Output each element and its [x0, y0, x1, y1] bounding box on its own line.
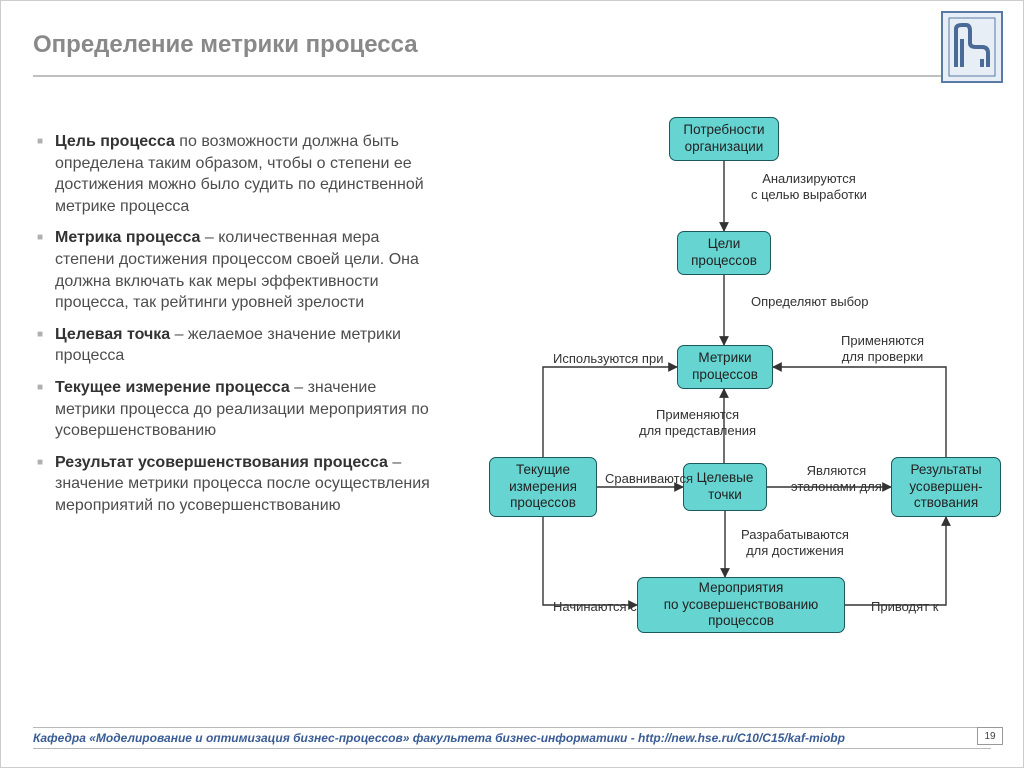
edge-label: Используются при: [553, 351, 663, 367]
edge-label: Применяютсядля проверки: [841, 333, 924, 366]
page-number: 19: [977, 727, 1003, 745]
bullet-item: Результат усовершенствования процесса – …: [37, 452, 437, 517]
flowchart-node: Текущиеизмеренияпроцессов: [489, 457, 597, 517]
edge-label: Сравниваются: [605, 471, 693, 487]
edge-label: Разрабатываютсядля достижения: [741, 527, 849, 560]
page-title: Определение метрики процесса: [33, 31, 991, 59]
flowchart-node: Потребностиорганизации: [669, 117, 779, 161]
edge-label: Определяют выбор: [751, 294, 869, 310]
process-flowchart: Потребностиорганизации Целипроцессов Метри…: [451, 111, 1011, 671]
edge-label: Являютсяэталонами для: [791, 463, 882, 496]
definition-list: Цель процесса по возможности должна быть…: [37, 131, 437, 527]
flowchart-node: Мероприятияпо усовершенствованиюпроцессо…: [637, 577, 845, 633]
flowchart-node: Результатыусовершен-ствования: [891, 457, 1001, 517]
edge-label: Начинаются с: [553, 599, 637, 615]
bullet-item: Цель процесса по возможности должна быть…: [37, 131, 437, 217]
footer-text: Кафедра «Моделирование и оптимизация биз…: [33, 727, 991, 749]
bullet-item: Метрика процесса – количественная мера с…: [37, 227, 437, 313]
flowchart-node: Целипроцессов: [677, 231, 771, 275]
edge-label: Анализируютсяс целью выработки: [751, 171, 867, 204]
flowchart-node: Метрикипроцессов: [677, 345, 773, 389]
edge-label: Применяютсядля представления: [639, 407, 756, 440]
edge-label: Приводят к: [871, 599, 938, 615]
bullet-item: Целевая точка – желаемое значение метрик…: [37, 324, 437, 367]
flowchart-node: Целевыеточки: [683, 463, 767, 511]
hse-logo: [941, 11, 1003, 83]
bullet-item: Текущее измерение процесса – значение ме…: [37, 377, 437, 442]
